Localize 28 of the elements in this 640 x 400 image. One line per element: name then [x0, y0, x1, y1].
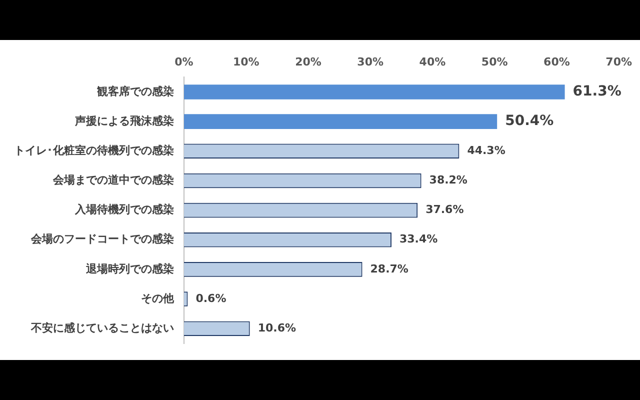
bar [184, 84, 565, 100]
data-label: 61.3% [572, 84, 622, 100]
data-label: 10.6% [258, 321, 296, 334]
y-tick-label: 退場時列での感染 [85, 262, 174, 276]
data-label: 33.4% [399, 232, 438, 246]
data-label: 38.2% [429, 174, 468, 187]
y-tick-label: 観客席での感染 [96, 84, 174, 98]
x-tick-label: 10% [232, 55, 260, 68]
x-tick-label: 20% [295, 55, 322, 68]
y-tick-label: 声援による飛沫感染 [74, 114, 174, 128]
y-tick-label: その他 [141, 292, 175, 305]
x-tick-label: 70% [606, 55, 632, 68]
y-tick-label: 会場のフードコートでの感染 [30, 232, 174, 246]
x-tick-label: 60% [544, 55, 570, 68]
data-label: 37.6% [426, 203, 464, 216]
data-label: 28.7% [370, 262, 408, 276]
x-tick-label: 40% [419, 55, 446, 68]
x-tick-label: 50% [481, 55, 508, 68]
x-tick-label: 30% [357, 55, 384, 68]
data-label: 0.6% [196, 292, 226, 305]
data-label: 44.3% [467, 144, 506, 158]
y-tick-label: 不安に感じていることはない [30, 321, 174, 334]
data-label: 50.4% [505, 113, 554, 130]
y-tick-label: トイレ･化粧室の待機列での感染 [14, 144, 174, 158]
x-tick-label: 0% [174, 55, 194, 68]
y-tick-label: 会場までの道中での感染 [52, 174, 174, 187]
y-tick-label: 入場待機列での感染 [74, 203, 174, 216]
bar [184, 114, 498, 129]
